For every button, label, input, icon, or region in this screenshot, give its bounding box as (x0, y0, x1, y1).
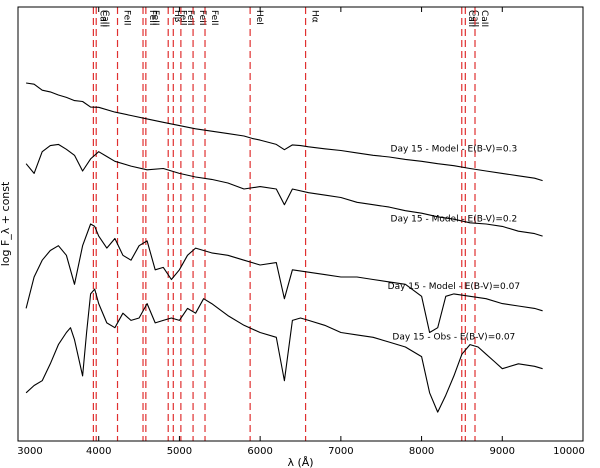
x-tick-label: 9000 (490, 446, 515, 457)
x-tick-label: 7000 (328, 446, 353, 457)
series-label: Day 15 - Model - E(B-V)=0.2 (391, 215, 518, 225)
x-tick-label: 10000 (553, 446, 585, 457)
line-marker-label: FeII (147, 10, 157, 26)
line-marker-label: FeII (209, 10, 219, 26)
x-tick-label: 3000 (17, 446, 42, 457)
spectrum-line (25, 288, 543, 413)
x-tick-label: 5000 (167, 446, 192, 457)
line-marker-label: FeII (122, 10, 132, 26)
spectrum-line (26, 82, 543, 182)
spectra-series (25, 82, 543, 413)
line-marker-label: FeII (150, 10, 160, 26)
line-marker-label: CaII (469, 10, 479, 27)
series-label: Day 15 - Model - E(B-V)=0.07 (388, 282, 520, 292)
line-marker-label: FeII (185, 10, 195, 26)
x-tick-label: 4000 (86, 446, 111, 457)
line-marker-label: FeII (197, 10, 207, 26)
x-tick-label: 6000 (247, 446, 272, 457)
series-label: Day 15 - Obs - E(B-V)=0.07 (392, 333, 515, 343)
series-labels: Day 15 - Model - E(B-V)=0.3 Day 15 - Mode… (388, 145, 520, 343)
spectrum-line (25, 143, 543, 237)
line-marker-label: HeI (254, 10, 264, 25)
series-label: Day 15 - Model - E(B-V)=0.3 (391, 145, 518, 155)
line-marker-label: CaII (100, 10, 110, 27)
spectrum-line (25, 223, 543, 334)
x-axis-label: λ (Å) (287, 456, 313, 468)
plot-frame (17, 6, 584, 442)
x-axis-ticks: 3000 4000 5000 6000 7000 8000 9000 10000 (17, 7, 585, 457)
y-axis-label: log F_λ + const (0, 181, 12, 266)
line-marker-label: CaII (97, 10, 107, 27)
line-marker-label: CaII (466, 10, 476, 27)
line-marker-label: CaII (479, 10, 489, 27)
line-marker-label: FeII (177, 10, 187, 26)
line-marker-label: Hα (310, 10, 320, 23)
x-tick-label: 8000 (409, 446, 434, 457)
line-marker-label: Hβ (172, 10, 182, 23)
